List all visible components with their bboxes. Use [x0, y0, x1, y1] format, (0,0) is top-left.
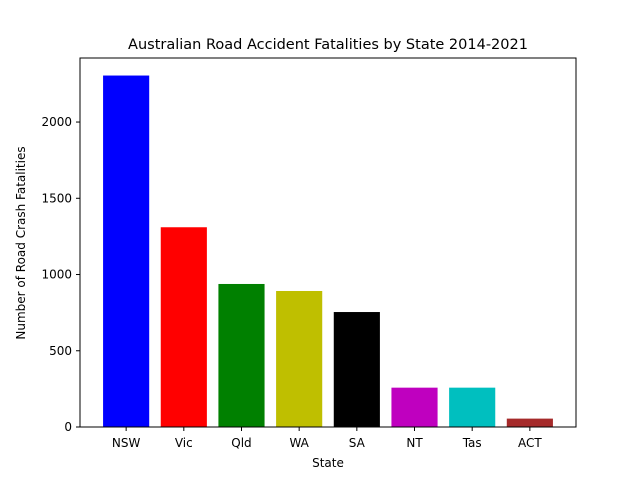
x-tick-label-nsw: NSW — [112, 436, 141, 450]
y-tick-label: 2000 — [41, 115, 72, 129]
x-tick-label-tas: Tas — [462, 436, 482, 450]
bar-act — [506, 418, 553, 427]
y-axis: 0 500 1000 1500 2000 — [41, 115, 80, 434]
bar-qld — [218, 283, 265, 427]
bar-nt — [391, 387, 438, 427]
bar-nsw — [103, 75, 150, 427]
y-tick-label: 1000 — [41, 268, 72, 282]
x-axis: NSW Vic Qld WA SA NT Tas ACT — [112, 427, 542, 450]
y-tick-label: 500 — [49, 344, 72, 358]
y-axis-label: Number of Road Crash Fatalities — [14, 146, 28, 339]
y-tick-label: 1500 — [41, 191, 72, 205]
bar-wa — [276, 290, 323, 427]
x-tick-label-vic: Vic — [175, 436, 193, 450]
x-tick-label-nt: NT — [406, 436, 423, 450]
y-tick-label: 0 — [64, 420, 72, 434]
x-tick-label-qld: Qld — [231, 436, 251, 450]
plot-frame — [79, 57, 577, 428]
x-axis-label: State — [312, 456, 344, 470]
bar-vic — [160, 227, 207, 427]
chart-title: Australian Road Accident Fatalities by S… — [128, 37, 528, 53]
bars-group — [103, 75, 553, 427]
x-tick-label-act: ACT — [518, 436, 542, 450]
bar-tas — [449, 387, 496, 427]
x-tick-label-wa: WA — [289, 436, 309, 450]
x-tick-label-sa: SA — [349, 436, 366, 450]
bar-sa — [333, 312, 380, 427]
